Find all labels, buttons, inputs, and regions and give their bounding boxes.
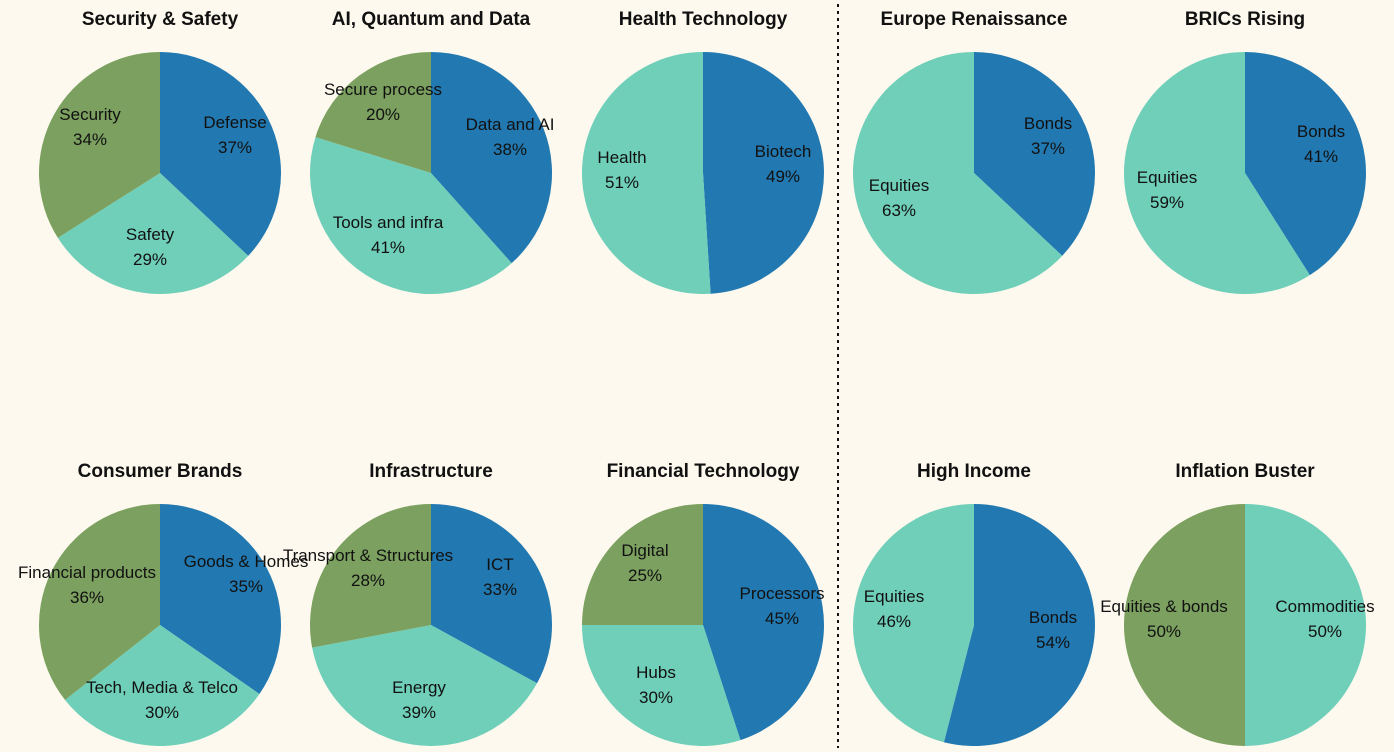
pie-slice-ict <box>431 504 552 684</box>
pie-slice-tools-and-infra <box>310 137 512 295</box>
pie-slice-defense <box>160 52 282 256</box>
chart-title: Consumer Brands <box>78 461 243 482</box>
pie-chart: Health Technology Biotech 49% Health 51% <box>581 9 824 294</box>
pie-slice-transport-structures <box>309 504 431 648</box>
pie-chart: Financial Technology Processors 45% Hubs 30%… <box>582 461 825 747</box>
pie-slice-hubs <box>582 625 741 747</box>
pie-slice-secure-process <box>315 52 431 173</box>
pie-slice-goods-homes <box>160 504 282 694</box>
slice-label: Secure process 20% <box>324 80 442 124</box>
pie-chart: Inflation Buster Commodities 50% Equities &… <box>1100 461 1375 746</box>
slice-label: Energy 39% <box>392 678 446 722</box>
slice-label: Health 51% <box>597 148 646 192</box>
chart-title: High Income <box>917 461 1031 482</box>
pie-slice-biotech <box>703 52 824 294</box>
slice-label: Equities & bonds 50% <box>1100 597 1228 641</box>
pie-slice-equities <box>853 52 1063 295</box>
pie-slice-digital <box>582 504 703 625</box>
slice-label: Equities 63% <box>869 176 929 220</box>
pie-slice-bonds <box>1245 52 1366 276</box>
pie-slice-financial-products <box>38 504 160 701</box>
pie-slice-data-and-ai <box>431 51 553 264</box>
slice-label: ICT 33% <box>483 555 517 599</box>
pie-slice-commodities <box>1245 504 1366 746</box>
slice-label: Data and AI 38% <box>466 115 555 159</box>
pie-slice-bonds <box>974 52 1096 256</box>
chart-title: Health Technology <box>619 9 788 30</box>
pie-chart: Infrastructure ICT 33% Energy 39% Transport &… <box>283 461 552 746</box>
pie-slice-security <box>39 51 160 238</box>
pie-slice-tech-media-telco <box>65 625 260 747</box>
slice-label: Commodities 50% <box>1275 597 1374 641</box>
slice-label: Bonds 54% <box>1029 608 1077 652</box>
pie-slice-equities-bonds <box>1124 504 1245 746</box>
slice-label: Bonds 37% <box>1024 114 1072 158</box>
chart-title: Infrastructure <box>369 461 493 482</box>
pie-slice-energy <box>312 625 538 746</box>
slice-label: Goods & Homes 35% <box>184 552 309 596</box>
pie-chart: AI, Quantum and Data Data and AI 38% Tools … <box>310 9 555 295</box>
chart-title: AI, Quantum and Data <box>332 9 531 30</box>
slice-label: Biotech 49% <box>755 142 812 186</box>
pie-slice-processors <box>703 503 825 741</box>
pie-slice-safety <box>57 173 249 295</box>
pie-slice-equities <box>1123 52 1310 294</box>
pie-slice-equities <box>852 504 974 743</box>
slice-label: Transport & Structures 28% <box>283 546 453 590</box>
pie-chart: Europe Renaissance Bonds 37% Equities 63% <box>853 9 1096 295</box>
slice-label: Tools and infra 41% <box>333 213 444 257</box>
pie-chart: Security & Safety Defense 37% Safety 29% Secu… <box>39 9 282 295</box>
slice-label: Equities 59% <box>1137 168 1197 212</box>
pie-slice-bonds <box>943 504 1095 746</box>
slice-label: Tech, Media & Telco 30% <box>86 678 238 722</box>
pie-chart: Consumer Brands Goods & Homes 35% Tech, Med… <box>18 461 309 747</box>
slice-label: Bonds 41% <box>1297 122 1345 166</box>
slice-label: Digital 25% <box>621 541 668 585</box>
slice-label: Security 34% <box>59 105 121 149</box>
chart-title: Security & Safety <box>82 9 239 30</box>
pie-chart: High Income Bonds 54% Equities 46% <box>852 461 1095 746</box>
slice-label: Defense 37% <box>203 113 266 157</box>
chart-title: BRICs Rising <box>1185 9 1305 30</box>
pie-slice-health <box>581 52 711 294</box>
chart-title: Financial Technology <box>607 461 800 482</box>
charts-group: Security & Safety Defense 37% Safety 29% Secu… <box>18 9 1375 747</box>
chart-title: Inflation Buster <box>1175 461 1315 482</box>
slice-label: Processors 45% <box>739 584 824 628</box>
chart-title: Europe Renaissance <box>881 9 1068 30</box>
slice-label: Safety 29% <box>126 225 175 269</box>
pie-chart: BRICs Rising Bonds 41% Equities 59% <box>1123 9 1366 294</box>
slice-label: Equities 46% <box>864 587 924 631</box>
slice-label: Hubs 30% <box>636 663 676 707</box>
slice-label: Financial products 36% <box>18 563 156 607</box>
